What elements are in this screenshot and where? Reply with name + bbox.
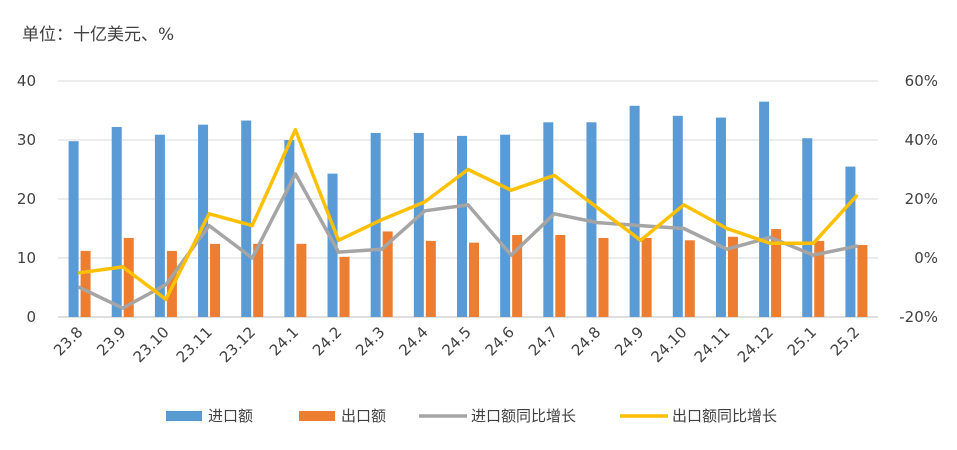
bar-export-25.2 (857, 245, 868, 317)
bar-export-24.5 (469, 242, 479, 317)
bar-export-24.11 (727, 236, 738, 317)
x-axis-tick-label: 25.1 (784, 323, 820, 359)
bar-import-24.11 (715, 117, 726, 317)
x-axis-tick-label: 23.9 (93, 323, 129, 359)
legend-label: 出口额 (341, 407, 386, 425)
legend-label: 进口额 (208, 407, 253, 425)
bar-import-23.10 (154, 134, 165, 317)
bar-export-23.12 (253, 243, 264, 317)
bar-import-24.2 (327, 173, 338, 317)
left-axis-tick-label: 20 (17, 190, 36, 208)
left-axis-tick-label: 30 (17, 131, 36, 149)
x-axis-tick-label: 23.12 (216, 323, 259, 366)
x-axis-tick-label: 24.1 (266, 323, 302, 359)
bar-import-24.5 (457, 135, 467, 317)
legend: 进口额 出口额 进口额同比增长 出口额同比增长 (166, 407, 777, 425)
bar-export-23.8 (80, 250, 91, 317)
x-axis-tick-label: 25.2 (827, 323, 863, 359)
right-axis-tick-label: 60% (905, 72, 938, 90)
bar-export-25.1 (814, 240, 825, 317)
bar-export-24.6 (512, 234, 523, 317)
x-axis-tick-label: 24.7 (525, 323, 561, 359)
left-axis-tick-label: 10 (17, 249, 36, 267)
bar-import-24.1 (284, 140, 295, 317)
x-axis-tick-label: 23.10 (130, 323, 173, 366)
legend-swatch (299, 411, 335, 421)
unit-label: 单位：十亿美元、% (22, 25, 175, 45)
gridlines (58, 80, 878, 318)
x-axis-tick-label: 24.3 (352, 323, 388, 359)
x-axis-tick-label: 24.10 (648, 323, 691, 366)
right-axis-tick-label: 20% (905, 190, 938, 208)
bar-export-24.2 (339, 256, 350, 317)
bar-export-23.11 (210, 243, 221, 317)
right-axis-tick-label: 40% (905, 131, 938, 149)
x-axis-tick-label: 24.11 (691, 323, 734, 366)
x-axis-tick-label: 24.4 (395, 323, 431, 359)
bar-import-24.10 (672, 115, 683, 317)
bar-export-24.1 (296, 243, 307, 317)
bar-export-24.4 (425, 240, 436, 317)
lines (77, 127, 859, 310)
x-axis-tick-label: 23.11 (173, 323, 216, 366)
bar-import-24.9 (629, 105, 640, 317)
bar-export-24.7 (555, 234, 566, 317)
bar-import-23.8 (68, 141, 79, 317)
bar-export-23.9 (123, 237, 134, 317)
x-axis-tick-label: 24.9 (611, 323, 647, 359)
bar-export-24.10 (684, 240, 695, 317)
bar-import-23.12 (241, 120, 252, 317)
export-yoy-line (77, 127, 859, 302)
bar-import-23.9 (111, 127, 122, 318)
bar-export-24.3 (382, 231, 393, 317)
legend-label: 进口额同比增长 (471, 407, 576, 425)
right-axis-tick-label: -20% (899, 308, 938, 326)
bars (68, 101, 868, 318)
x-axis-tick-label: 24.8 (568, 323, 604, 359)
left-axis-tick-label: 0 (26, 308, 36, 326)
x-axis-tick-label: 24.6 (482, 323, 518, 359)
bar-export-24.8 (598, 237, 609, 317)
x-axis-tick-label: 24.5 (438, 323, 474, 359)
right-axis-tick-label: 0% (914, 249, 938, 267)
x-axis-tick-label: 24.12 (734, 323, 777, 366)
bar-export-24.12 (771, 229, 782, 317)
x-axis-tick-label: 24.2 (309, 323, 345, 359)
bar-import-23.11 (198, 124, 209, 317)
bar-import-24.3 (370, 132, 381, 317)
x-axis-ticks: 23.8 23.9 23.10 23.11 23.12 24.1 24.2 24.3 24.4 2… (50, 323, 863, 366)
import-yoy-line (77, 172, 859, 310)
right-axis-ticks: -20% 0% 20% 40% 60% (899, 72, 938, 326)
legend-swatch (166, 411, 202, 421)
legend-label: 出口额同比增长 (672, 407, 777, 425)
x-axis-tick-label: 23.8 (50, 323, 86, 359)
bar-import-25.1 (802, 138, 813, 317)
left-axis-ticks: 0 10 20 30 40 (17, 72, 36, 326)
bar-import-24.4 (413, 132, 424, 317)
bar-import-24.6 (500, 134, 511, 317)
left-axis-tick-label: 40 (17, 72, 36, 90)
bar-import-25.2 (845, 166, 856, 317)
bar-import-24.12 (759, 101, 770, 318)
bar-export-24.9 (641, 237, 652, 317)
